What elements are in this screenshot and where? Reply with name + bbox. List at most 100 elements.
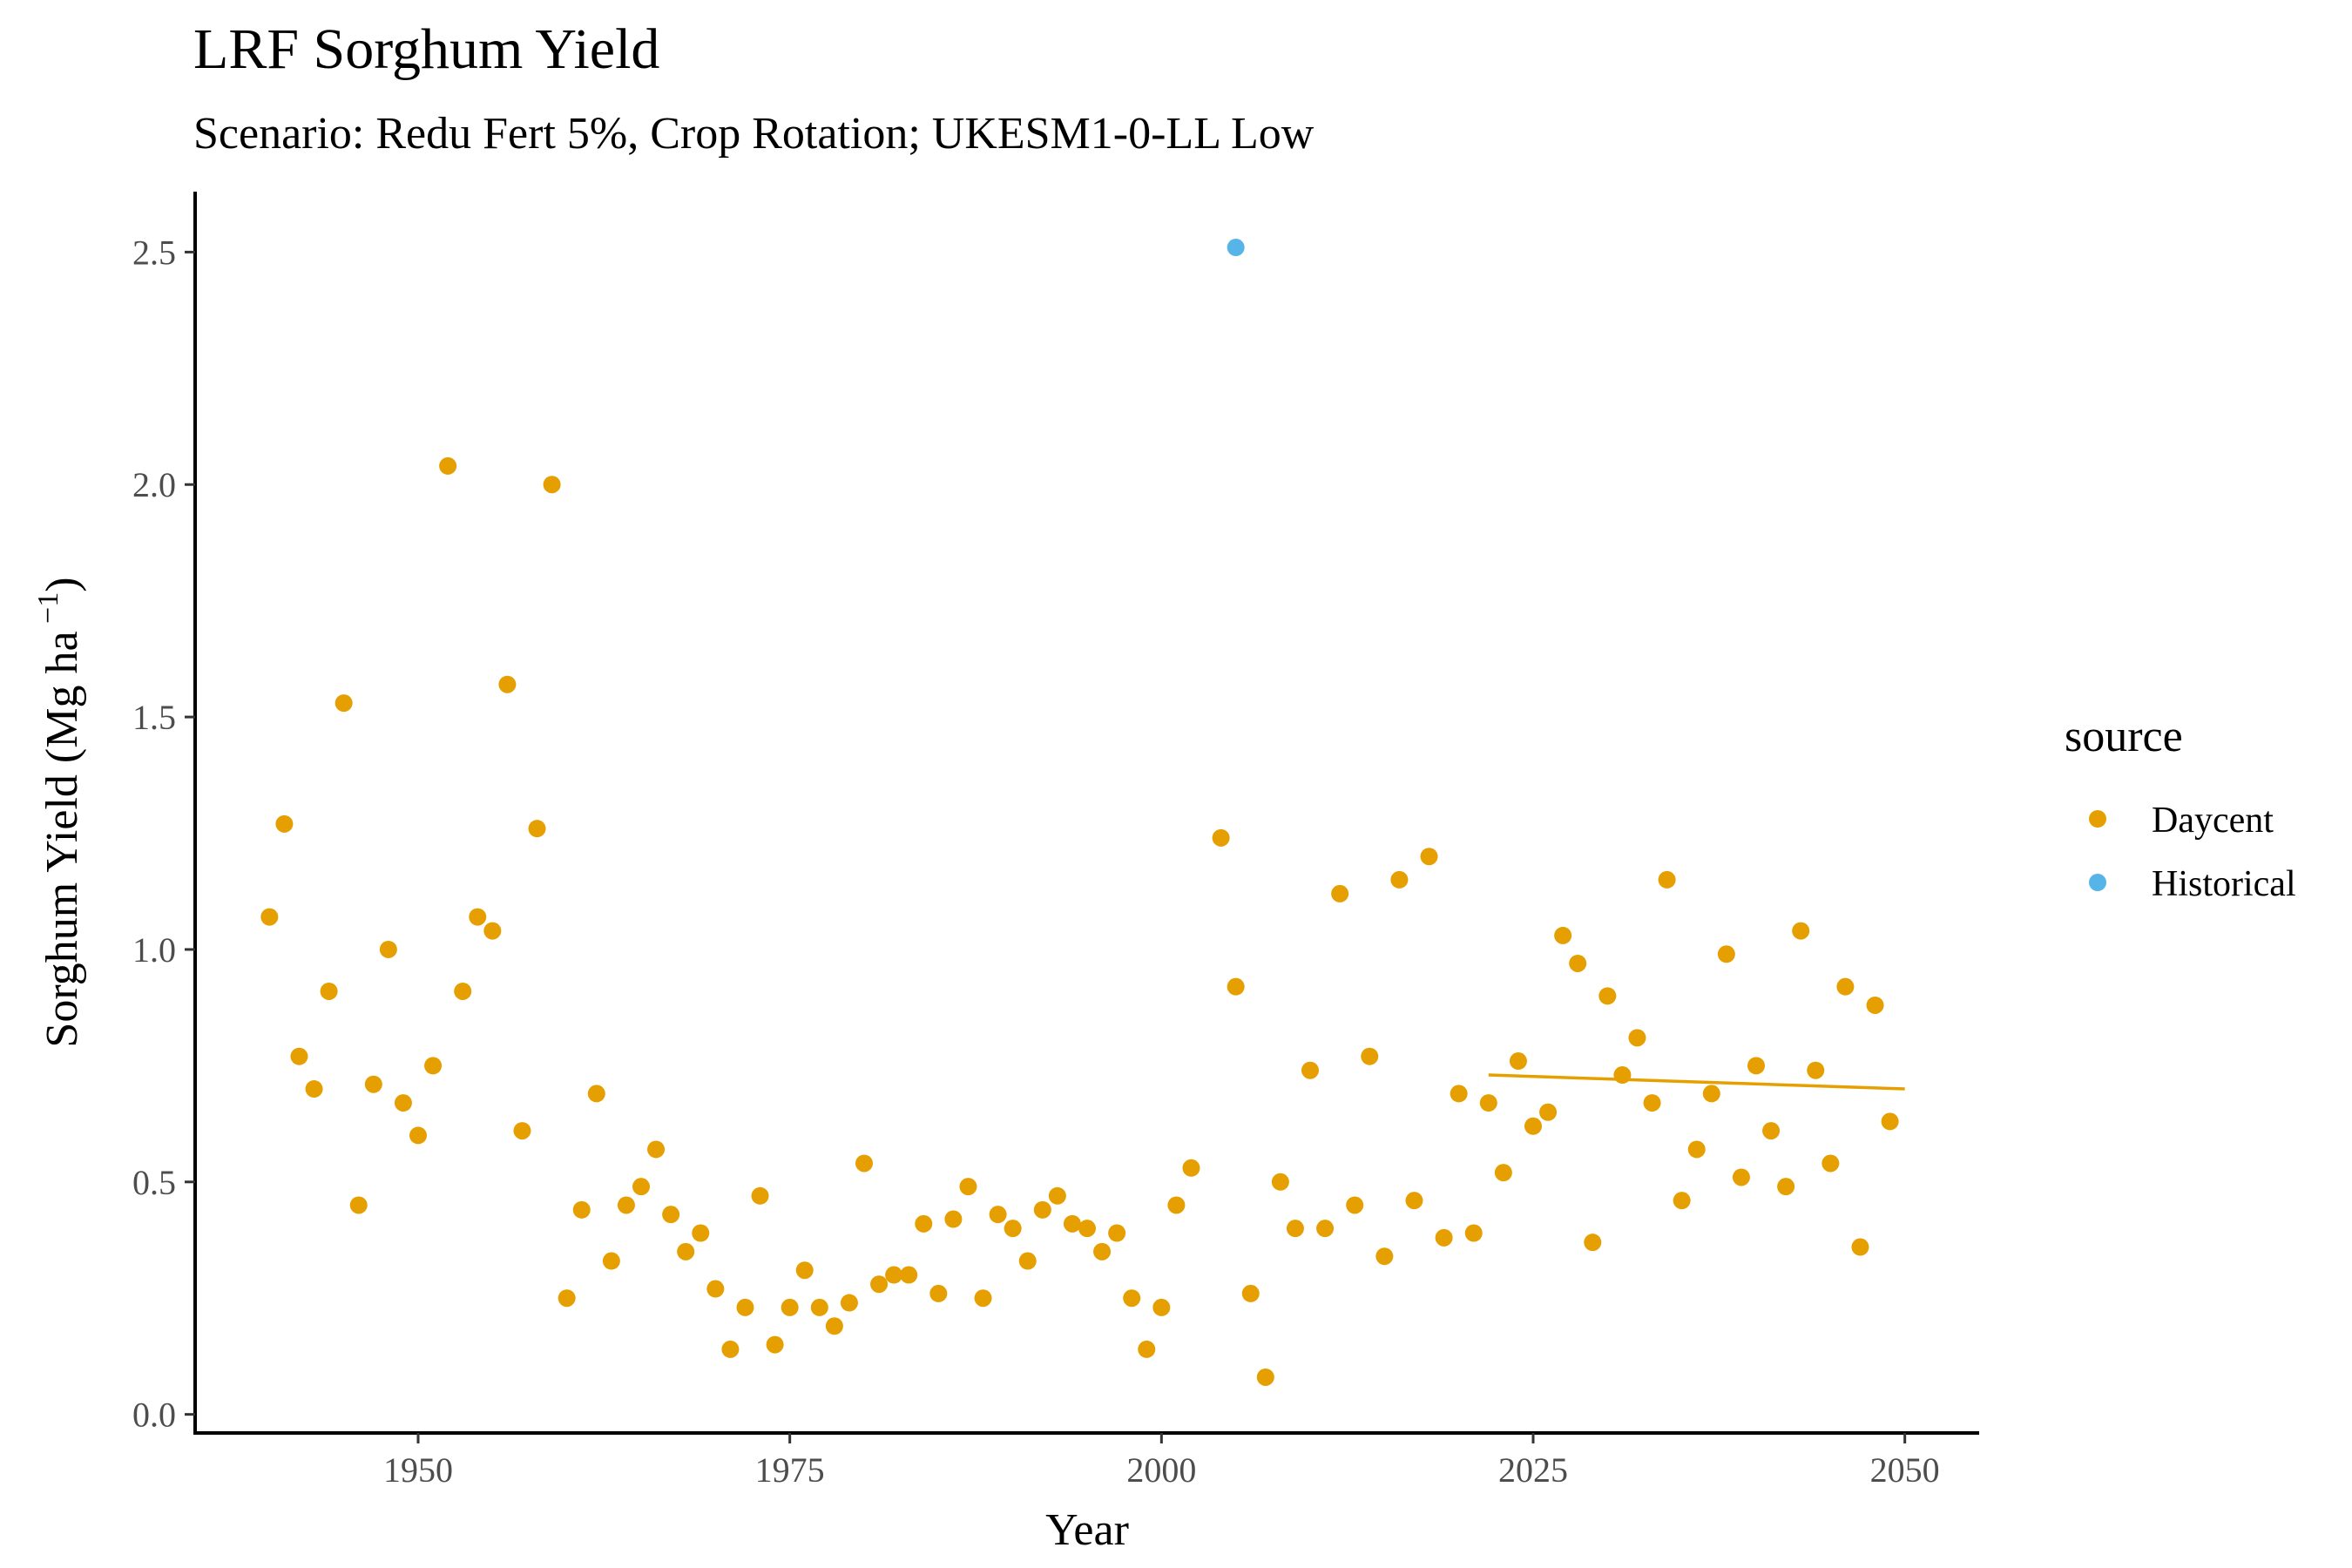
daycent-point [1643,1094,1661,1112]
plot-panel [260,239,1905,1386]
daycent-point [1405,1192,1423,1210]
daycent-point [766,1335,784,1354]
daycent-point [1747,1057,1765,1075]
daycent-point [1598,987,1617,1005]
y-axis-title-superscript: −1 [32,592,64,632]
daycent-point [825,1317,843,1335]
daycent-point [394,1094,412,1112]
daycent-point [364,1075,382,1093]
y-tick-label: 2.0 [132,465,176,504]
daycent-point [1301,1061,1319,1079]
daycent-point [1152,1298,1171,1316]
daycent-point [706,1280,725,1298]
daycent-point [870,1275,889,1294]
daycent-point [1732,1168,1750,1186]
daycent-point [483,922,502,940]
daycent-point [885,1266,903,1284]
daycent-point [736,1298,754,1316]
daycent-point [1658,870,1676,889]
trend-layer [1488,1073,1905,1091]
daycent-point [469,908,487,926]
daycent-point [260,908,279,926]
daycent-point [1807,1061,1825,1079]
daycent-point [498,675,517,693]
daycent-point [275,814,294,833]
daycent-point [1762,1122,1781,1140]
y-axis-title: Sorghum Yield (Mg ha −1) [32,577,87,1047]
y-tick-label: 1.5 [132,698,176,737]
daycent-point [572,1200,591,1219]
daycent-point [1271,1173,1289,1191]
y-tick-label: 2.5 [132,233,176,272]
daycent-point [1138,1340,1156,1358]
daycent-point [1866,996,1884,1014]
daycent-point [1494,1164,1512,1182]
daycent-point [528,820,546,838]
daycent-point [751,1186,769,1205]
daycent-point [632,1178,650,1196]
y-axis-title-main: Sorghum Yield (Mg ha [37,631,87,1047]
daycent-point [617,1196,635,1214]
daycent-point [1881,1112,1899,1131]
legend: source Daycent Historical [2065,712,2296,904]
daycent-point [1524,1117,1542,1135]
daycent-point [855,1154,873,1173]
daycent-point [1673,1192,1691,1210]
daycent-point [1687,1140,1706,1159]
daycent-point [349,1196,368,1214]
daycent-point [1167,1196,1186,1214]
daycent-point [1554,926,1572,944]
daycent-point [1256,1368,1274,1386]
daycent-point [558,1289,576,1308]
points-layer [260,239,1899,1386]
daycent-point [974,1289,992,1308]
legend-key-daycent [2089,810,2106,828]
daycent-point [1821,1154,1840,1173]
daycent-point [1108,1224,1126,1242]
daycent-point [944,1210,963,1228]
daycent-point [677,1242,695,1260]
daycent-point [1792,922,1810,940]
legend-title: source [2065,712,2183,761]
daycent-point [795,1261,814,1280]
daycent-point [305,1080,323,1098]
daycent-point [1331,884,1349,902]
daycent-point [409,1126,427,1145]
daycent-point [900,1266,918,1284]
daycent-point [1836,977,1855,996]
daycent-point [454,982,472,1000]
daycent-point [1569,954,1587,972]
daycent-point [1063,1214,1081,1233]
daycent-point [424,1057,443,1075]
daycent-point [1182,1159,1200,1177]
daycent-point [602,1252,620,1270]
y-axis-ticks: 0.0 0.5 1.0 1.5 2.0 2.5 [132,233,195,1435]
x-tick-label: 2025 [1498,1450,1568,1490]
daycent-point [335,694,353,713]
daycent-point [721,1340,740,1358]
trend-line [1488,1073,1905,1091]
historical-point [1227,239,1245,257]
daycent-point [439,456,457,475]
daycent-point [513,1122,531,1140]
x-tick-label: 1975 [755,1450,825,1490]
daycent-point [781,1298,799,1316]
daycent-point [1851,1238,1869,1256]
daycent-point [989,1206,1007,1224]
daycent-point [1628,1029,1646,1047]
daycent-point [959,1178,977,1196]
daycent-point [1033,1200,1051,1219]
chart-subtitle: Scenario: Redu Fert 5%, Crop Rotation; U… [193,109,1315,159]
daycent-point [379,940,397,958]
daycent-point [1584,1233,1602,1252]
daycent-point [587,1085,605,1103]
chart-title: LRF Sorghum Yield [193,17,659,81]
y-axis-title-close: ) [37,577,87,591]
daycent-point [1479,1094,1497,1112]
daycent-point [1241,1284,1260,1302]
daycent-point [543,476,561,494]
daycent-point [647,1140,666,1159]
daycent-point [915,1214,933,1233]
daycent-point [1613,1066,1632,1085]
